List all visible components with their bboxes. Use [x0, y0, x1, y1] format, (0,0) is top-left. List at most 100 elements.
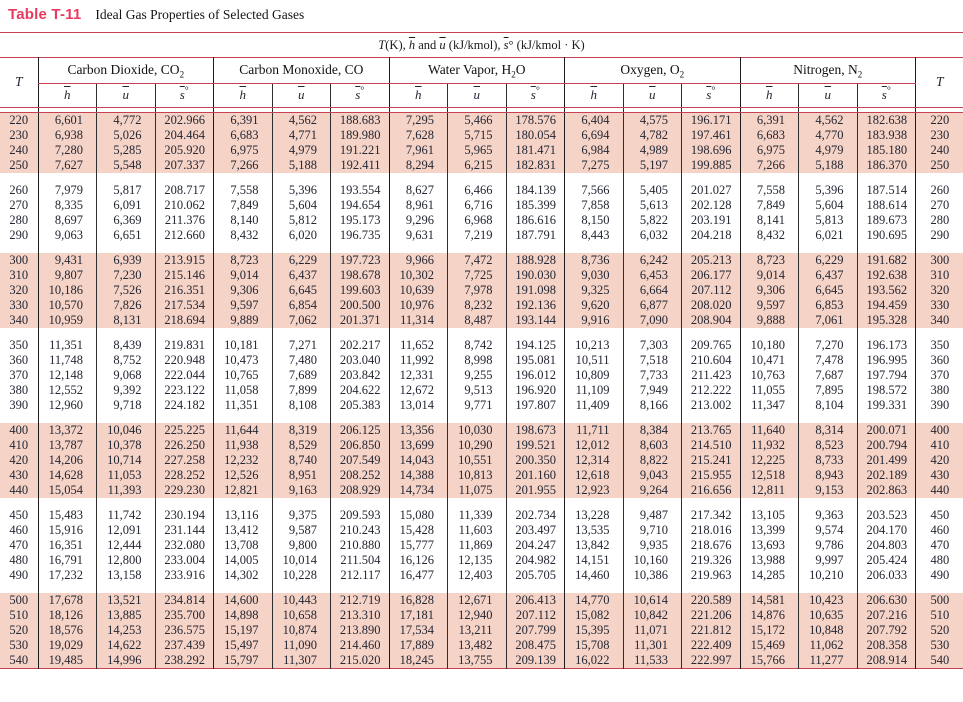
value-cell: 208.475 [505, 637, 565, 653]
value-cell: 9,807 [37, 267, 97, 283]
value-cell: 10,180 [739, 337, 799, 353]
spacer-cell [739, 582, 799, 593]
spacer-cell [739, 327, 799, 338]
table-number-label: Table T-11 [8, 6, 82, 23]
value-cell: 219.963 [681, 567, 741, 583]
value-cell: 14,460 [564, 567, 624, 583]
value-cell: 191.682 [856, 252, 916, 268]
value-cell: 198.572 [856, 382, 916, 398]
spacer-cell [739, 107, 799, 113]
spacer-cell [271, 327, 331, 338]
value-cell: 7,271 [271, 337, 331, 353]
t-label: T [936, 74, 944, 90]
value-cell: 13,699 [388, 437, 448, 453]
value-cell: 199.603 [330, 282, 390, 298]
value-cell: 6,651 [96, 227, 155, 243]
value-cell: 4,770 [798, 127, 858, 143]
t-cell-left: 490 [0, 567, 38, 583]
units-text: (kJ/kmol), [445, 38, 504, 52]
value-cell: 222.044 [154, 367, 214, 383]
col-header-h: h [739, 83, 799, 108]
value-cell: 216.351 [154, 282, 214, 298]
spacer-cell [0, 327, 38, 338]
value-cell: 7,627 [37, 157, 97, 173]
value-cell: 14,898 [213, 607, 273, 623]
t-cell-right: 510 [915, 607, 963, 623]
spacer-cell [564, 327, 624, 338]
value-cell: 219.326 [681, 552, 741, 568]
value-cell: 7,219 [447, 227, 507, 243]
value-cell: 13,158 [96, 567, 155, 583]
value-cell: 11,055 [739, 382, 799, 398]
spacer-cell [681, 172, 741, 183]
value-cell: 12,672 [388, 382, 448, 398]
col-header-u: u [798, 83, 858, 108]
table-row: 310 9,807 7,230 215.146 9,014 6,437 198.678 10,… [0, 267, 963, 283]
value-cell: 7,961 [388, 142, 448, 158]
value-cell: 11,533 [622, 652, 682, 669]
t-cell-right: 330 [915, 297, 963, 313]
table-row: 450 15,483 11,742 230.194 13,116 9,375 209.593… [0, 507, 963, 523]
spacer-cell [681, 242, 741, 253]
value-cell: 9,014 [213, 267, 273, 283]
value-cell: 7,628 [388, 127, 448, 143]
t-cell-left: 280 [0, 212, 38, 228]
value-cell: 198.696 [681, 142, 741, 158]
value-cell: 183.938 [856, 127, 916, 143]
spacer-cell [915, 582, 963, 593]
value-cell: 7,849 [213, 197, 273, 213]
col-header-u: u [96, 83, 155, 108]
spacer-cell [681, 582, 741, 593]
t-cell-left: 380 [0, 382, 38, 398]
value-cell: 15,080 [388, 507, 448, 523]
value-cell: 6,683 [213, 127, 273, 143]
t-column-header-right: T [915, 57, 963, 108]
spacer-cell [447, 242, 507, 253]
value-cell: 4,979 [271, 142, 331, 158]
value-cell: 9,574 [798, 522, 858, 538]
value-cell: 15,497 [213, 637, 273, 653]
value-cell: 9,296 [388, 212, 448, 228]
value-cell: 204.247 [505, 537, 565, 553]
t-cell-left: 270 [0, 197, 38, 213]
value-cell: 7,090 [622, 312, 682, 328]
t-cell-left: 360 [0, 352, 38, 368]
spacer-cell [681, 107, 741, 113]
value-cell: 15,708 [564, 637, 624, 653]
group-header-o2: Oxygen, O2 [564, 57, 741, 84]
table-row: 360 11,748 8,752 220.948 10,473 7,480 203.040 1… [0, 352, 963, 368]
value-cell: 7,899 [271, 382, 331, 398]
t-cell-left: 310 [0, 267, 38, 283]
units-u-bar: u [439, 38, 446, 52]
units-s-bar: s [503, 38, 509, 52]
value-cell: 6,601 [37, 112, 97, 128]
value-cell: 191.221 [330, 142, 390, 158]
value-cell: 11,938 [213, 437, 273, 453]
value-cell: 8,166 [622, 397, 682, 413]
value-cell: 7,303 [622, 337, 682, 353]
value-cell: 207.216 [856, 607, 916, 623]
t-cell-right: 450 [915, 507, 963, 523]
value-cell: 14,206 [37, 452, 97, 468]
value-cell: 235.700 [154, 607, 214, 623]
value-cell: 4,771 [271, 127, 331, 143]
t-cell-right: 470 [915, 537, 963, 553]
t-cell-right: 220 [915, 112, 963, 128]
value-cell: 19,485 [37, 652, 97, 669]
value-cell: 11,339 [447, 507, 507, 523]
spacer-cell [388, 327, 448, 338]
value-cell: 7,280 [37, 142, 97, 158]
spacer-cell [739, 242, 799, 253]
value-cell: 8,697 [37, 212, 97, 228]
value-cell: 12,314 [564, 452, 624, 468]
value-cell: 237.439 [154, 637, 214, 653]
spacer-cell [213, 582, 273, 593]
table-row: 330 10,570 7,826 217.534 9,597 6,854 200.500 10… [0, 297, 963, 313]
value-cell: 186.616 [505, 212, 565, 228]
value-cell: 9,264 [622, 482, 682, 498]
spacer-cell [447, 582, 507, 593]
value-cell: 13,755 [447, 652, 507, 669]
value-cell: 10,763 [739, 367, 799, 383]
value-cell: 202.734 [505, 507, 565, 523]
table-row: 530 19,029 14,622 237.439 15,497 11,090 214.46… [0, 637, 963, 653]
